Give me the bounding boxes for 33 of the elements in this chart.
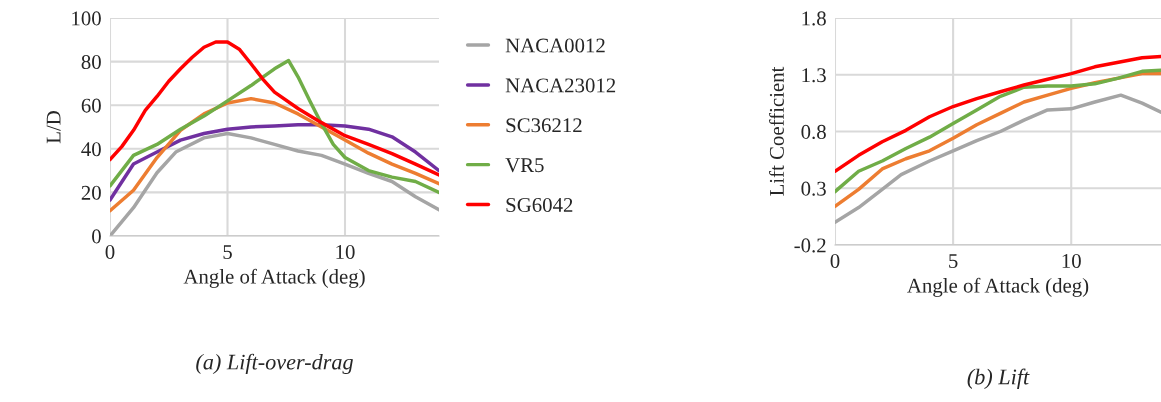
y-axis-title: L/D bbox=[46, 111, 61, 144]
y-tick-label: 1.3 bbox=[802, 68, 826, 83]
x-tick-label: 10 bbox=[1062, 253, 1081, 268]
y-tick-label: 80 bbox=[81, 54, 101, 70]
y-tick-label: 0.3 bbox=[801, 181, 826, 196]
line-series bbox=[835, 54, 1161, 173]
x-axis-title: Angle of Attack (deg) bbox=[183, 268, 365, 288]
legend-label: NACA23012 bbox=[505, 78, 616, 93]
text: (a) Lift-over-drag bbox=[196, 353, 353, 375]
y-axis-title: Lift Coefficient bbox=[769, 66, 784, 196]
y-tick-label: 20 bbox=[81, 185, 101, 200]
legend-label: NACA0012 bbox=[505, 38, 605, 53]
y-tick-label: 0.8 bbox=[801, 124, 826, 140]
line-series bbox=[835, 93, 1161, 225]
line-series bbox=[110, 40, 439, 177]
legend-label: SG6042 bbox=[506, 197, 573, 212]
x-tick-label: 0 bbox=[830, 253, 840, 268]
legend-label: SC36212 bbox=[506, 118, 582, 133]
y-tick-label: 60 bbox=[81, 98, 101, 113]
x-axis-title: Angle of Attack (deg) bbox=[907, 277, 1089, 297]
y-tick-label: -0.2 bbox=[794, 238, 826, 253]
line-series bbox=[110, 58, 439, 195]
y-tick-label: 40 bbox=[81, 142, 101, 157]
line-series bbox=[110, 123, 439, 202]
x-tick-label: 5 bbox=[949, 254, 958, 268]
y-tick-label: 0 bbox=[92, 229, 101, 244]
y-tick-label: 1.8 bbox=[802, 11, 826, 26]
x-tick-label: 0 bbox=[105, 244, 115, 259]
x-tick-label: 5 bbox=[223, 245, 232, 259]
x-tick-label: 10 bbox=[336, 244, 355, 259]
text: (b) Lift bbox=[967, 368, 1030, 389]
legend-label: VR5 bbox=[505, 158, 544, 173]
y-tick-label: 100 bbox=[72, 11, 101, 26]
